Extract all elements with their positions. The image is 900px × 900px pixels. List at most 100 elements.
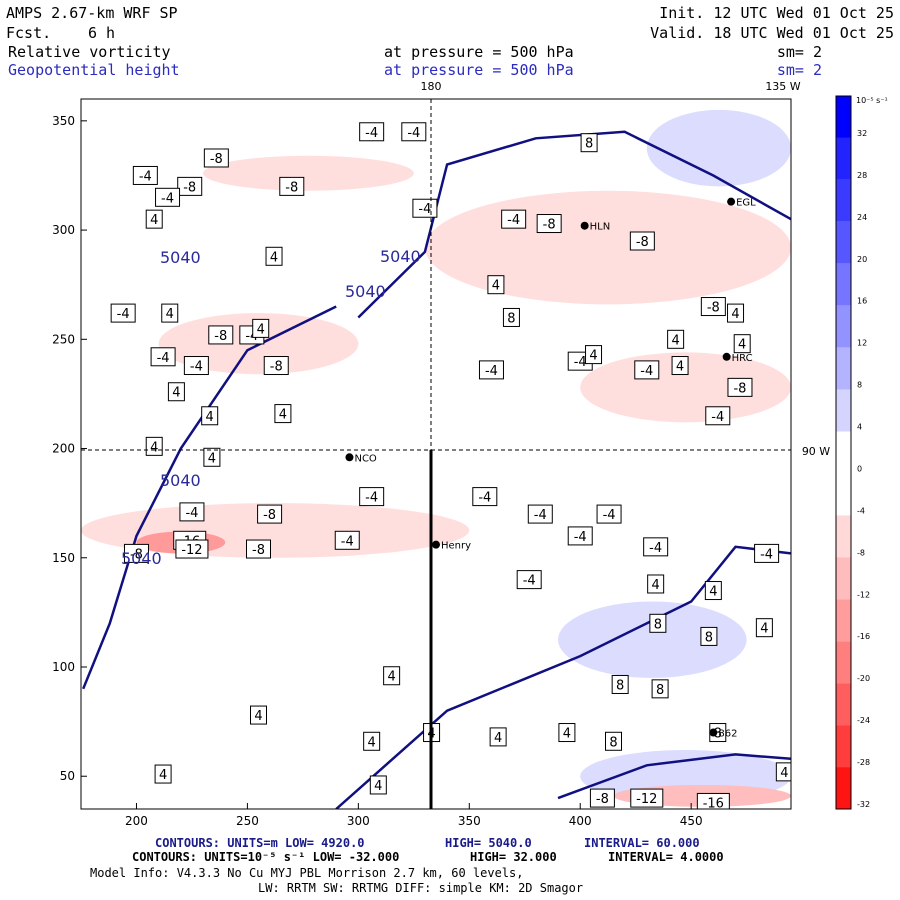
x-tick-label-0: 200 [125,814,148,828]
init-time: Init. 12 UTC Wed 01 Oct 25 [659,4,894,22]
vorticity-label-box-37 [145,436,163,456]
vorticity-label-72: -12 [636,792,657,807]
field1-level: at pressure = 500 hPa [384,43,574,61]
x-tick-label-1: 250 [236,814,259,828]
vorticity-label-box-67 [605,731,622,751]
colorbar-tick-11: -12 [857,590,870,599]
vorticity-label-61: 4 [387,670,395,685]
footer-vort-high: HIGH= 32.000 [470,850,557,864]
vorticity-label-53: -4 [523,574,536,589]
vorticity-label-71: -8 [596,792,609,807]
vorticity-label-18: 4 [731,307,739,322]
vorticity-label-box-23 [733,334,751,354]
height-label-3: 5040 [160,471,201,490]
vorticity-label-box-46 [334,530,360,550]
colorbar-segment-12 [836,599,851,642]
vorticity-label-box-33 [167,382,185,402]
vorticity-label-box-16 [502,307,520,327]
x-tick-label-2: 300 [347,814,370,828]
colorbar-tick-12: -16 [857,632,870,641]
vorticity-label-64: 4 [368,735,376,750]
colorbar-tick-13: -20 [857,674,870,683]
colorbar-segment-7 [836,389,851,432]
vorticity-label-68: 8 [714,727,722,742]
field2-level: at pressure = 500 hPa [384,61,574,79]
vorticity-label-box-55 [704,581,722,601]
colorbar-segment-5 [836,305,851,348]
station-marker-hln [580,221,589,230]
colorbar-tick-16: -32 [857,800,870,809]
vorticity-label-1: -4 [407,126,420,141]
colorbar-segment-11 [836,557,851,600]
colorbar-segment-13 [836,641,851,684]
vorticity-label-34: 4 [206,410,214,425]
vorticity-label-box-21 [252,318,270,338]
vorticity-label-6: -4 [161,191,174,206]
vorticity-label-box-58 [755,618,773,638]
vorticity-label-0: -4 [365,126,378,141]
vorticity-label-54: 4 [652,578,660,593]
vorticity-label-box-35 [274,404,292,424]
vorticity-label-37: 4 [150,440,158,455]
vorticity-band-9 [646,109,791,187]
vorticity-label-box-56 [649,613,667,633]
vorticity-label-box-59 [611,674,629,694]
model-title: AMPS 2.67-km WRF SP [6,4,178,22]
vorticity-label-58: 4 [760,622,768,637]
vorticity-label-box-32 [727,377,753,397]
footer-vort-contours: CONTOURS: UNITS=10⁻⁵ s⁻¹ LOW= -32.000 [132,850,399,864]
vorticity-label-box-22 [667,329,685,349]
vorticity-label-box-72 [630,788,664,808]
station-marker-862 [709,728,718,737]
vorticity-label-box-27 [478,360,504,380]
vorticity-label-21: 4 [257,322,265,337]
colorbar-segment-16 [836,767,851,809]
colorbar-tick-0: 32 [857,129,867,138]
vorticity-label-box-69 [154,764,172,784]
vorticity-label-box-73 [696,792,730,809]
colorbar-segment-3 [836,221,851,264]
vorticity-label-7: -4 [418,202,431,217]
vorticity-label-74: 4 [780,766,788,781]
height-contour-1 [357,130,791,319]
vorticity-label-60: 8 [656,683,664,698]
vorticity-label-5: -8 [285,180,298,195]
vorticity-label-box-38 [203,447,221,467]
colorbar-segment-0 [836,96,851,138]
colorbar-segment-1 [836,137,851,180]
colorbar-tick-8: 0 [857,464,862,473]
vorticity-label-52: -4 [760,547,773,562]
vorticity-label-box-66 [558,723,576,743]
vorticity-label-69: 4 [159,768,167,783]
vorticity-label-56: 8 [654,617,662,632]
lon-180-label: 180 [421,80,442,93]
footer-height-interval: INTERVAL= 60.000 [584,836,700,850]
vorticity-label-9: -8 [543,218,556,233]
vorticity-label-24: -4 [157,351,170,366]
station-label-hrc: HRC [732,353,753,364]
colorbar-tick-9: -4 [857,506,865,515]
vorticity-label-box-44 [596,504,622,524]
x-tick-label-4: 400 [569,814,592,828]
lon-90w-label: 90 W [802,445,830,458]
x-tick-label-5: 450 [680,814,703,828]
colorbar-tick-7: 4 [857,423,862,432]
vorticity-label-box-57 [700,626,718,646]
vorticity-label-box-9 [536,214,562,234]
vorticity-label-35: 4 [279,408,287,423]
vorticity-label-box-17 [700,297,726,317]
y-tick-label-2: 150 [52,551,75,565]
vorticity-label-38: 4 [208,451,216,466]
vorticity-label-box-71 [589,788,615,808]
vorticity-label-box-42 [257,504,283,524]
colorbar-segment-9 [836,473,851,516]
vorticity-label-box-0 [359,122,385,142]
vorticity-label-44: -4 [603,508,616,523]
y-tick-label-5: 300 [52,223,75,237]
vorticity-label-box-48 [123,543,149,563]
vorticity-label-box-10 [629,231,655,251]
y-tick-label-4: 250 [52,332,75,346]
colorbar-tick-3: 20 [857,255,867,264]
station-label-862: 862 [718,729,737,740]
